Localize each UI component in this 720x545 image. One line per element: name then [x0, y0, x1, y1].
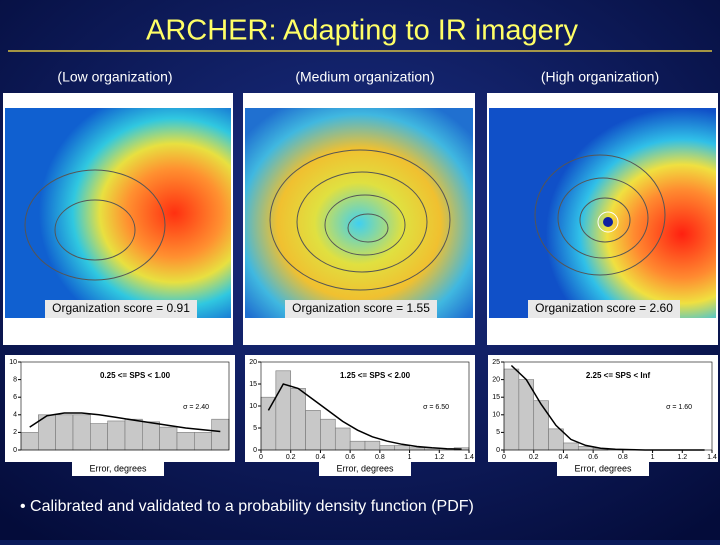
y-tick-label: 25	[492, 359, 500, 366]
xlabel-box	[557, 462, 649, 476]
x-tick-label: 1	[408, 454, 412, 461]
plot-border	[260, 361, 470, 451]
histogram-bar	[211, 418, 230, 451]
histogram-bar	[159, 426, 178, 451]
x-tick-label: 0.8	[375, 454, 385, 461]
organization-score: Organization score = 2.60	[535, 301, 673, 315]
x-tick-label: 1.2	[434, 454, 444, 461]
x-tick-label: 1.4	[707, 454, 717, 461]
x-tick-label: 1	[651, 454, 655, 461]
organization-score: Organization score = 0.91	[52, 301, 190, 315]
histogram-bar	[320, 418, 336, 451]
histogram-bar	[503, 368, 520, 451]
histogram-bar	[90, 423, 108, 451]
histogram-bar	[364, 440, 381, 451]
y-tick-label: 5	[253, 425, 257, 432]
histogram-title: 0.25 <= SPS < 1.00	[100, 371, 171, 380]
histogram-bar	[260, 396, 277, 451]
x-tick-label: 1.2	[677, 454, 687, 461]
histogram-bar	[55, 414, 74, 451]
histogram-bar	[290, 388, 306, 451]
y-tick-label: 0	[496, 447, 500, 454]
xlabel-box	[319, 462, 411, 476]
y-tick-label: 6	[13, 394, 17, 401]
histogram-bar	[518, 379, 535, 451]
y-tick-label: 10	[492, 412, 500, 419]
contours	[24, 149, 666, 291]
score-box	[528, 300, 680, 318]
histogram-bar	[142, 421, 160, 451]
sigma-label: σ = 1.60	[666, 404, 692, 411]
column-heading: (High organization)	[541, 69, 659, 85]
x-tick-label: 0.8	[618, 454, 628, 461]
histogram-bar	[394, 445, 410, 451]
pdf-fit	[267, 383, 462, 450]
xlabel-box	[72, 462, 164, 476]
y-tick-label: 20	[249, 359, 257, 366]
ir-image	[489, 108, 716, 318]
histogram-bar	[349, 440, 366, 451]
y-tick-label: 4	[13, 412, 17, 419]
column-heading: (Medium organization)	[295, 69, 434, 85]
x-tick-label: 0.6	[588, 454, 598, 461]
y-tick-label: 15	[492, 394, 500, 401]
histogram-bar	[107, 420, 126, 451]
y-tick-label: 8	[13, 376, 17, 383]
panels: (Low organization) Organization score = 0…	[5, 69, 718, 476]
histogram-bar	[194, 432, 212, 451]
x-tick-label: 0	[502, 454, 506, 461]
x-tick-label: 1.4	[464, 454, 474, 461]
y-tick-label: 0	[253, 447, 257, 454]
x-axis-label: Error, degrees	[336, 463, 394, 473]
histogram-bar	[533, 400, 549, 451]
ir-image	[5, 108, 231, 318]
histogram-bar	[409, 447, 425, 451]
x-axis-label: Error, degrees	[89, 463, 147, 473]
organization-score: Organization score = 1.55	[292, 301, 430, 315]
pdf-fit	[29, 412, 221, 433]
score-box	[285, 300, 437, 318]
histogram-bar	[275, 370, 292, 451]
x-tick-label: 0.6	[345, 454, 355, 461]
score-box	[45, 300, 197, 318]
histogram-bar	[305, 410, 321, 451]
x-tick-label: 0	[259, 454, 263, 461]
histogram-bar	[379, 445, 396, 451]
y-tick-label: 15	[249, 381, 257, 388]
y-tick-label: 5	[496, 429, 500, 436]
sigma-label: σ = 6.50	[423, 404, 449, 411]
storm-eye	[603, 217, 613, 227]
histogram-title: 2.25 <= SPS < Inf	[586, 371, 651, 380]
x-tick-label: 0.2	[529, 454, 539, 461]
x-tick-label: 0.4	[559, 454, 569, 461]
y-tick-label: 0	[13, 447, 17, 454]
y-tick-label: 10	[249, 403, 257, 410]
histogram-bar	[20, 432, 39, 451]
x-tick-label: 0.2	[286, 454, 296, 461]
x-tick-label: 0.4	[316, 454, 326, 461]
histogram-title: 1.25 <= SPS < 2.00	[340, 371, 411, 380]
y-tick-label: 2	[13, 429, 17, 436]
histogram-bar	[548, 428, 564, 451]
histogram-bar	[72, 414, 91, 451]
sigma-label: σ = 2.40	[183, 404, 209, 411]
slide-title: ARCHER: Adapting to IR imagery	[146, 15, 578, 47]
ir-image	[245, 108, 473, 318]
plot-border	[503, 361, 713, 451]
column-heading: (Low organization)	[57, 69, 172, 85]
y-tick-label: 20	[492, 376, 500, 383]
y-tick-label: 10	[9, 359, 17, 366]
x-axis-label: Error, degrees	[574, 463, 632, 473]
histogram-bar	[334, 427, 351, 451]
histogram-bar	[124, 418, 143, 451]
histogram-bar	[176, 432, 195, 451]
histogram-bar	[563, 442, 579, 451]
bullet: • Calibrated and validated to a probabil…	[20, 498, 474, 515]
plot-border	[20, 361, 230, 451]
